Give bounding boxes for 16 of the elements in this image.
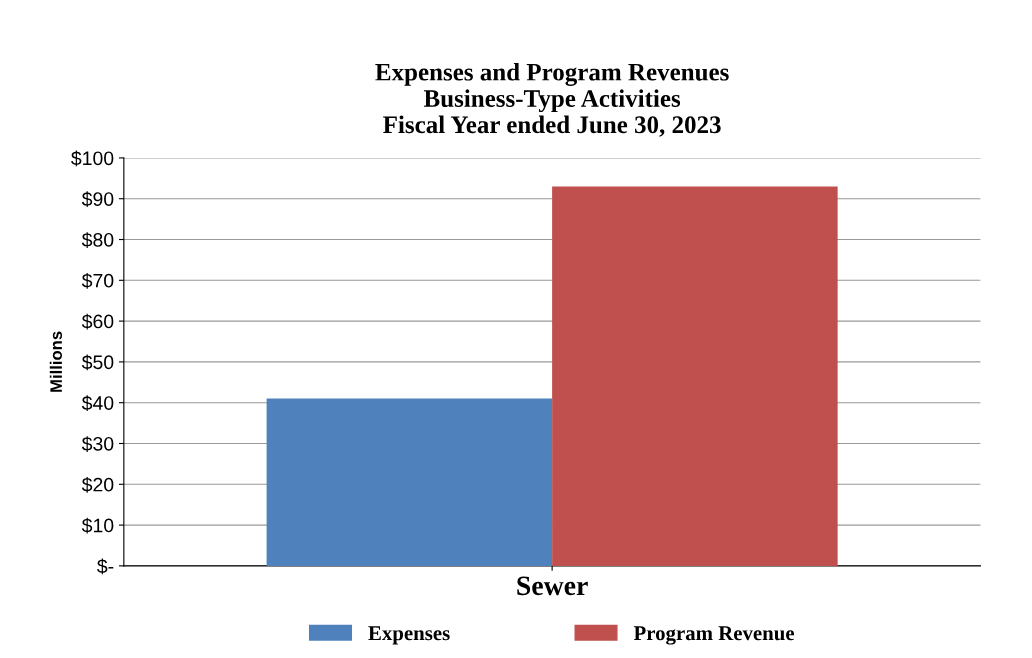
y-tick-label: $- bbox=[97, 558, 114, 575]
y-tick-label: $40 bbox=[81, 395, 114, 412]
y-tick-label: $90 bbox=[81, 191, 114, 208]
y-tick-label: $50 bbox=[81, 354, 114, 371]
y-tick-label: $20 bbox=[81, 476, 114, 493]
legend-label: Expenses bbox=[368, 626, 450, 645]
legend-label: Program Revenue bbox=[633, 626, 795, 645]
y-axis-title: Millions bbox=[49, 331, 63, 392]
y-tick-label: $30 bbox=[81, 436, 114, 452]
y-tick-label: $10 bbox=[81, 517, 114, 534]
y-tick-label: $70 bbox=[81, 272, 114, 289]
x-tick-label: Sewer bbox=[517, 576, 588, 596]
chart-title: Expenses and Program Revenues Business-Type Activities Fiscal Year ended June 30, 2023 bbox=[375, 63, 729, 137]
y-tick-label: $100 bbox=[71, 150, 114, 167]
y-tick-label: $60 bbox=[81, 313, 114, 330]
y-tick-label: $80 bbox=[81, 232, 114, 248]
